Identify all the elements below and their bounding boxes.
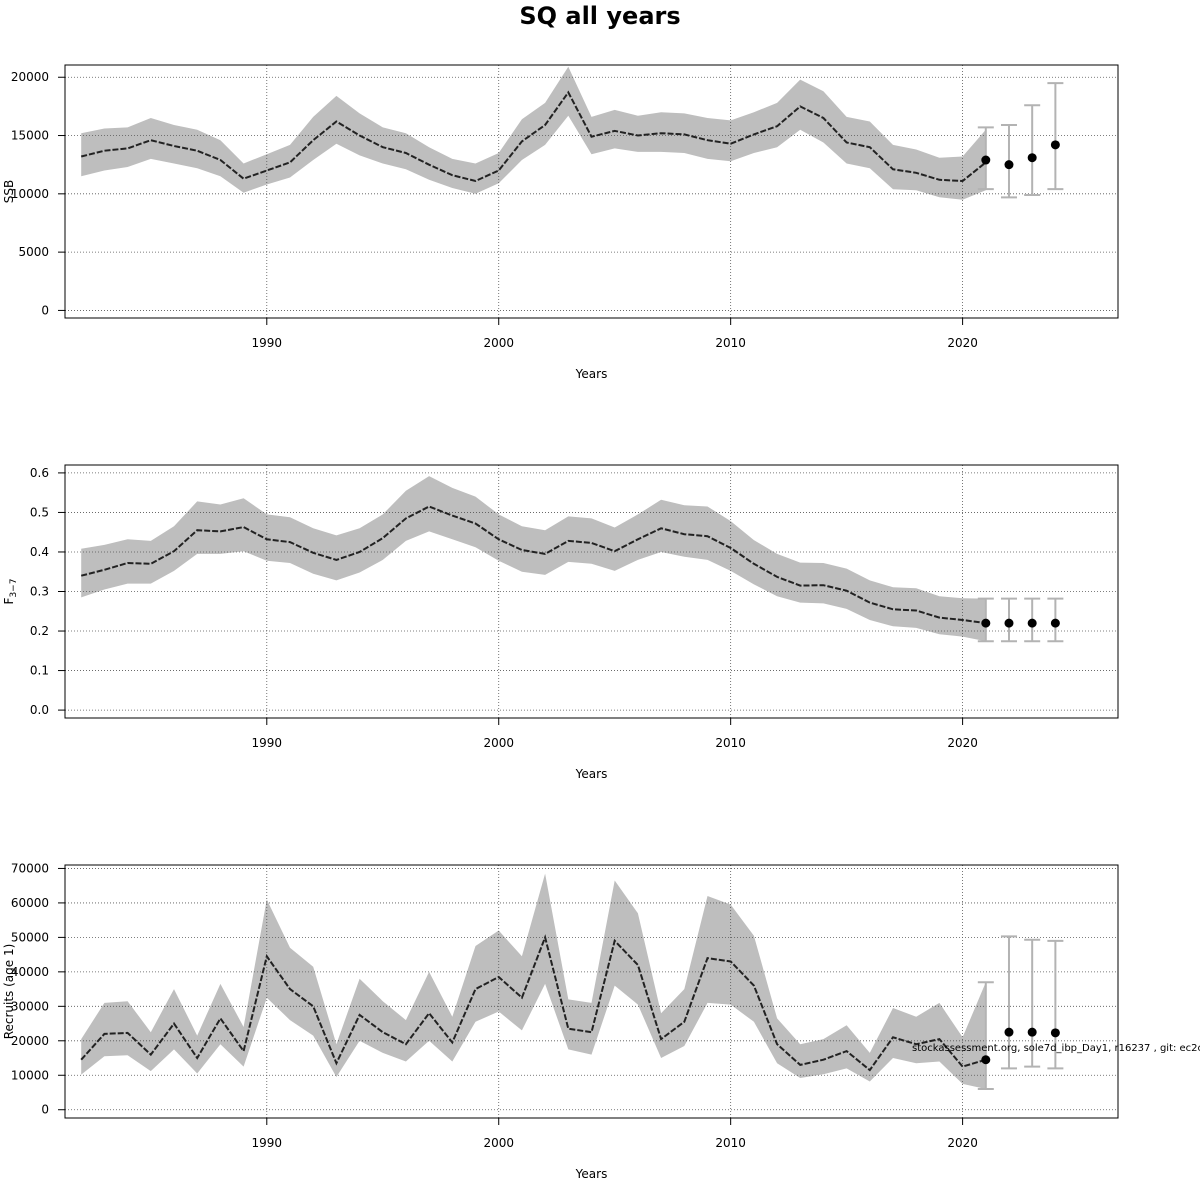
fbar-forecast-point — [1027, 618, 1037, 628]
recruits-x-tick-label: 2020 — [947, 1136, 978, 1150]
ssb-y-tick-label: 10000 — [11, 187, 49, 201]
fbar-x-tick-label: 1990 — [252, 736, 283, 750]
fbar-forecast-point — [981, 618, 991, 628]
fbar-x-tick-label: 2000 — [483, 736, 514, 750]
fbar-y-tick-label: 0.4 — [30, 545, 49, 559]
recruits-forecast-point — [1050, 1028, 1060, 1038]
recruits-y-tick-label: 20000 — [11, 1034, 49, 1048]
ssb-panel: 1990 2000 2010 2020 0 5000 10000 15000 20000 Year… — [2, 64, 1119, 381]
ssb-forecast-point — [1004, 160, 1014, 170]
ssb-forecast-point — [1027, 153, 1037, 163]
recruits-x-tick-label: 2000 — [483, 1136, 514, 1150]
fbar-y-axis-label-subscript: 3−7 — [9, 579, 19, 598]
fbar-y-tick-label: 0.6 — [30, 466, 49, 480]
fbar-plot-frame — [64, 464, 1119, 719]
ssb-x-tick-label: 2010 — [715, 336, 746, 350]
recruits-y-tick-label: 40000 — [11, 965, 49, 979]
ssb-forecast-point — [981, 155, 991, 165]
recruits-x-tick-label: 1990 — [252, 1136, 283, 1150]
fbar-estimate-line — [80, 505, 986, 625]
recruits-panel: 1990 2000 2010 2020 0 10000 20000 30000 40000 500… — [2, 861, 1119, 1181]
ssb-x-tick-label: 1990 — [252, 336, 283, 350]
fbar-y-tick-label: 0.5 — [30, 505, 49, 519]
ssb-y-tick-label: 15000 — [11, 129, 49, 143]
recruits-plot-frame — [64, 864, 1119, 1119]
ssb-y-axis-label: SSB — [2, 180, 16, 203]
ssb-y-tick-label: 0 — [41, 303, 49, 317]
figure-title: SQ all years — [519, 2, 680, 30]
recruits-forecast-point — [1027, 1027, 1037, 1037]
fbar-y-tick-label: 0.1 — [30, 664, 49, 678]
recruits-y-tick-label: 50000 — [11, 930, 49, 944]
ssb-x-axis-label: Years — [575, 367, 608, 381]
fbar-y-tick-label: 0.0 — [30, 703, 49, 717]
recruits-x-axis-label: Years — [575, 1167, 608, 1181]
recruits-y-tick-label: 60000 — [11, 896, 49, 910]
fbar-x-tick-label: 2020 — [947, 736, 978, 750]
recruits-forecast-point — [981, 1055, 991, 1065]
recruits-y-tick-label: 0 — [41, 1103, 49, 1117]
recruits-y-tick-label: 30000 — [11, 999, 49, 1013]
fbar-confidence-band — [81, 476, 986, 642]
ssb-x-tick-label: 2000 — [483, 336, 514, 350]
ssb-plot-frame — [64, 64, 1119, 319]
recruits-estimate-line — [80, 934, 987, 1072]
fbar-x-axis-label: Years — [575, 767, 608, 781]
fbar-y-tick-label: 0.3 — [30, 585, 49, 599]
recruits-forecast-point — [1004, 1027, 1014, 1037]
recruits-confidence-band — [81, 873, 986, 1089]
fbar-forecast-point — [1050, 618, 1060, 628]
ssb-forecast-point — [1050, 140, 1060, 150]
recruits-y-tick-label: 10000 — [11, 1068, 49, 1082]
recruits-y-axis-label: Recruits (age 1) — [2, 944, 16, 1040]
fbar-panel: 1990 2000 2010 2020 0.0 0.1 0.2 0.3 0.4 0.5 0.6 Yea… — [2, 464, 1119, 781]
footnote: stockassessment.org, sole7d_ibp_Day1, r1… — [912, 1043, 1200, 1054]
ssb-x-tick-label: 2020 — [947, 336, 978, 350]
fbar-forecast-point — [1004, 618, 1014, 628]
fbar-y-axis-label: F3−7 — [2, 579, 19, 605]
fbar-x-tick-label: 2010 — [715, 736, 746, 750]
ssb-estimate-line — [80, 90, 987, 183]
recruits-y-tick-label: 70000 — [11, 861, 49, 875]
fbar-y-tick-label: 0.2 — [30, 624, 49, 638]
ssb-y-tick-label: 5000 — [18, 245, 49, 259]
recruits-x-tick-label: 2010 — [715, 1136, 746, 1150]
ssb-y-tick-label: 20000 — [11, 70, 49, 84]
